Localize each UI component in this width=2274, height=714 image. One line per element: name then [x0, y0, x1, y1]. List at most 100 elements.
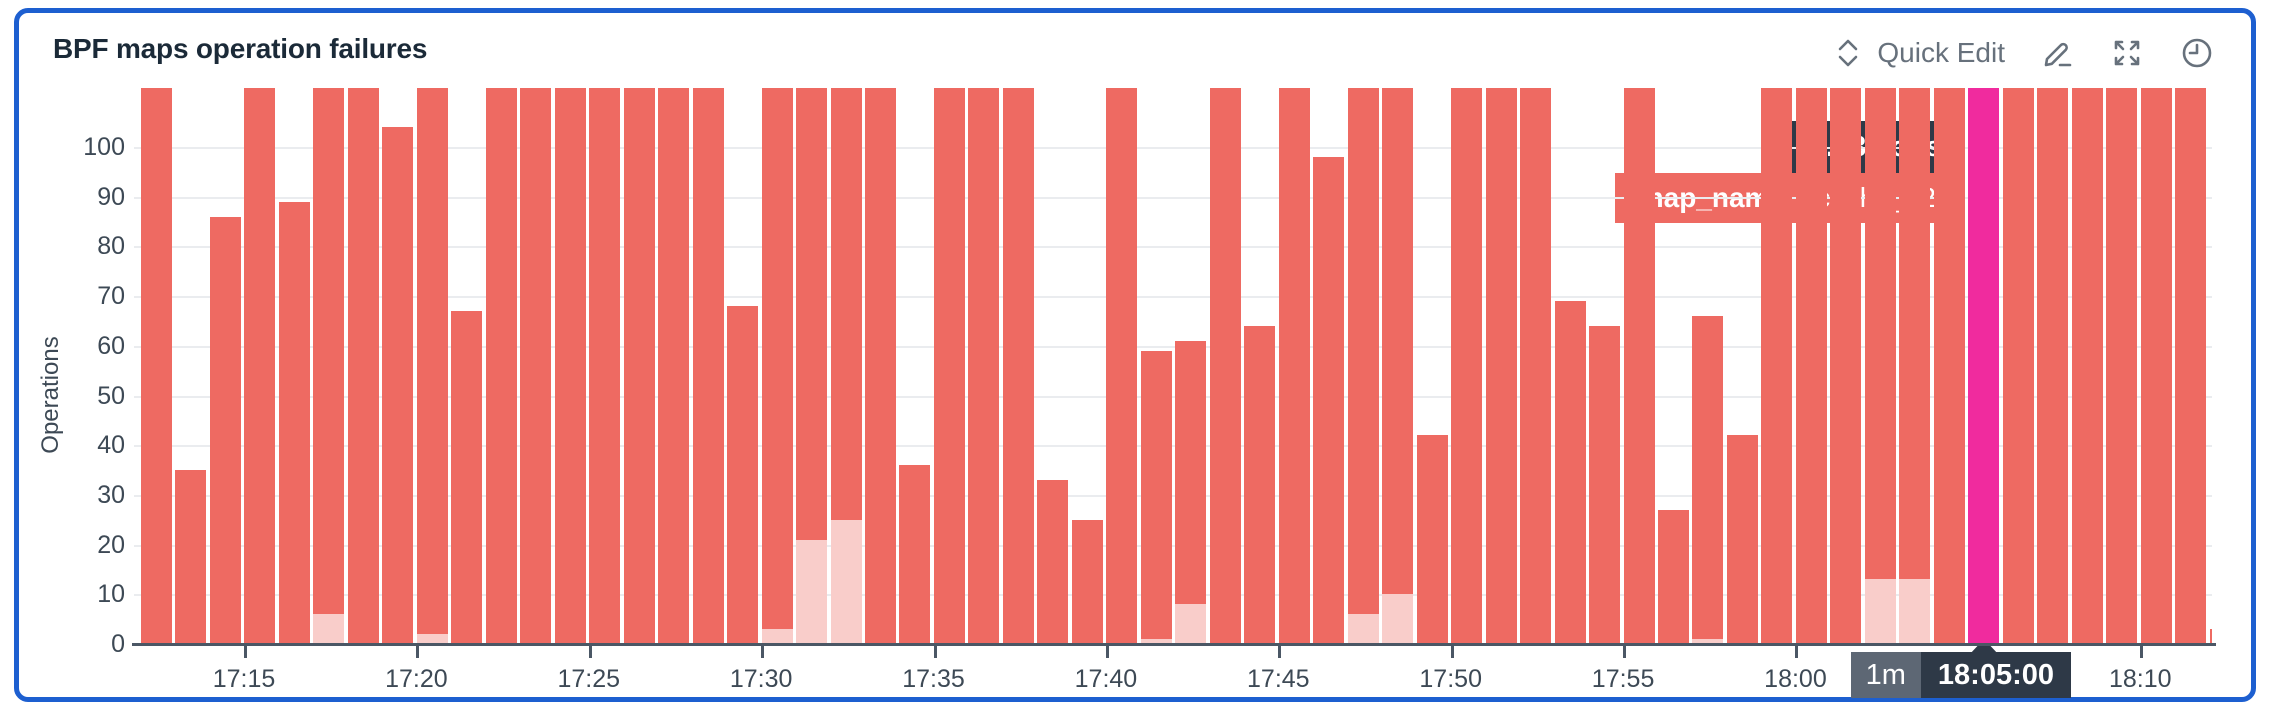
bar[interactable] [1106, 88, 1138, 644]
bar[interactable] [2209, 629, 2212, 644]
bar[interactable] [141, 88, 172, 644]
bar[interactable] [1589, 325, 1621, 644]
bar[interactable] [623, 88, 655, 644]
timeframe-clock-icon[interactable] [2179, 35, 2215, 71]
fullscreen-icon[interactable] [2109, 35, 2145, 71]
bar-light-segment [1692, 639, 1724, 644]
bar[interactable] [1623, 88, 1655, 644]
bar[interactable] [485, 88, 517, 644]
bar[interactable] [933, 88, 965, 644]
x-tick-17-30 [761, 645, 765, 658]
bar[interactable] [2175, 88, 2207, 644]
bar[interactable] [1795, 88, 1827, 644]
bar[interactable] [1451, 88, 1483, 644]
bar-light-segment [1864, 579, 1896, 644]
bar[interactable] [2037, 88, 2069, 644]
bar[interactable] [554, 88, 586, 644]
x-tick-label-18-00: 18:00 [1764, 665, 1827, 693]
bar[interactable] [1554, 301, 1586, 644]
bar[interactable] [1416, 435, 1448, 644]
bar[interactable] [1313, 156, 1345, 644]
bar[interactable] [1037, 479, 1069, 644]
bar[interactable] [1002, 88, 1034, 644]
bar[interactable] [2140, 88, 2172, 644]
bar[interactable] [761, 88, 793, 644]
bar[interactable] [416, 88, 448, 644]
panel-header-actions: Quick Edit [1831, 35, 2215, 71]
bar[interactable] [658, 88, 690, 644]
bar[interactable] [244, 88, 276, 644]
collapse-expand-icon[interactable] [1831, 36, 1865, 70]
bar[interactable] [1830, 88, 1862, 644]
bar[interactable] [347, 88, 379, 644]
bar[interactable] [451, 311, 483, 644]
bar-light-segment [1140, 639, 1172, 644]
bar-light-segment [1347, 614, 1379, 644]
bar[interactable] [899, 465, 931, 644]
x-tick-label-17-30: 17:30 [729, 665, 793, 693]
time-tooltip: 1m 18:05:00 [1850, 652, 2071, 698]
bar[interactable] [692, 88, 724, 644]
bar[interactable] [1485, 88, 1517, 644]
x-tick-17-40 [1105, 645, 1109, 658]
bar[interactable] [382, 127, 414, 644]
bar-highlighted[interactable] [1968, 88, 2000, 644]
y-tick-label-30: 30 [97, 480, 125, 509]
x-tick-18-00 [1795, 645, 1799, 658]
bar[interactable] [1140, 350, 1172, 644]
x-tick-label-18-10: 18:10 [2108, 665, 2172, 693]
bar[interactable] [1071, 519, 1103, 644]
edit-pencil-icon[interactable] [2039, 35, 2075, 71]
bar-light-segment [830, 519, 862, 644]
chart-plot-area[interactable]: Operations 2.43k ops map_name:ipcache_v2… [19, 13, 2274, 714]
bar[interactable] [1520, 88, 1552, 644]
bar[interactable] [2071, 88, 2103, 644]
bar-light-segment [1175, 604, 1207, 644]
x-tick-label-17-55: 17:55 [1591, 665, 1655, 693]
bar[interactable] [175, 470, 207, 644]
quick-edit-button[interactable]: Quick Edit [1831, 36, 2005, 70]
bar[interactable] [830, 88, 862, 644]
bar[interactable] [520, 88, 552, 644]
bar[interactable] [1657, 509, 1689, 644]
bar[interactable] [865, 88, 897, 644]
bar[interactable] [1864, 88, 1896, 644]
bar[interactable] [1209, 88, 1241, 644]
bar[interactable] [1692, 315, 1724, 644]
bar[interactable] [2106, 88, 2138, 644]
x-tick-label-17-25: 17:25 [557, 665, 621, 693]
bar[interactable] [1933, 88, 1965, 644]
quick-edit-label: Quick Edit [1877, 37, 2005, 68]
bar[interactable] [968, 88, 1000, 644]
x-tick-label-17-45: 17:45 [1247, 665, 1310, 693]
bar-light-segment [796, 539, 828, 644]
bar-light-segment [416, 634, 448, 644]
bar[interactable] [2002, 88, 2034, 644]
bar[interactable] [1347, 88, 1379, 644]
bar[interactable] [1175, 340, 1207, 644]
bar[interactable] [1726, 435, 1758, 644]
bar[interactable] [209, 216, 241, 644]
x-tick-17-50 [1450, 645, 1454, 658]
bar[interactable] [1382, 88, 1414, 644]
y-tick-label-20: 20 [97, 530, 125, 559]
bar[interactable] [278, 201, 310, 644]
bar[interactable] [796, 88, 828, 644]
bar[interactable] [1761, 88, 1793, 644]
bar[interactable] [1244, 325, 1276, 644]
y-tick-label-100: 100 [83, 133, 125, 161]
bar[interactable] [313, 88, 345, 644]
gridline-y-10 [134, 594, 2212, 597]
bar[interactable] [727, 306, 759, 644]
bar[interactable] [1899, 88, 1931, 644]
bar-light-segment [313, 614, 345, 644]
bar[interactable] [589, 88, 621, 644]
interval-badge: 1m [1850, 652, 1921, 698]
x-tick-18-10 [2140, 645, 2144, 658]
y-tick-label-60: 60 [97, 331, 125, 360]
x-tick-17-20 [416, 645, 420, 658]
x-tick-label-17-35: 17:35 [902, 665, 965, 693]
bar[interactable] [1278, 88, 1310, 644]
x-tick-label-17-50: 17:50 [1419, 665, 1482, 693]
